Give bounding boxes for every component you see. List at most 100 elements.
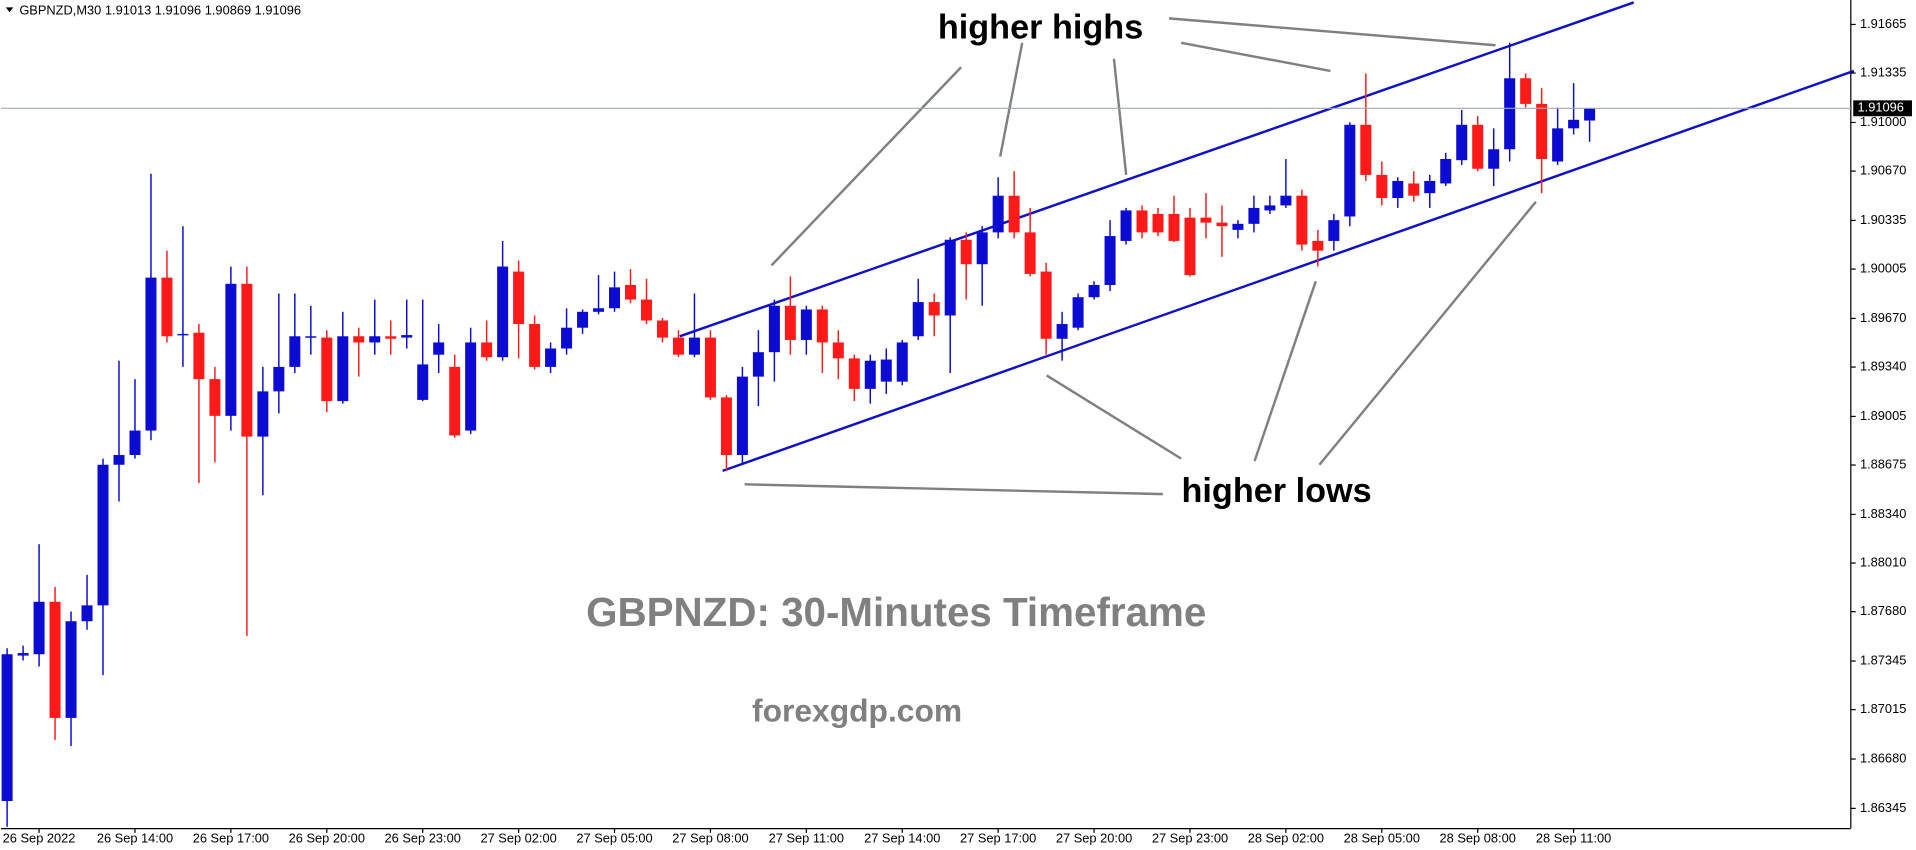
candle-body: [1168, 213, 1180, 241]
candle-body: [640, 299, 652, 321]
candle-body: [1072, 297, 1084, 328]
x-tick-label: 27 Sep 02:00: [480, 830, 556, 845]
chart-header: GBPNZD,M30 1.91013 1.91096 1.90869 1.910…: [19, 2, 301, 17]
candle-body: [832, 342, 844, 359]
candle-body: [1008, 195, 1020, 233]
upper-channel-line: [679, 1, 1635, 338]
candle-body: [784, 305, 796, 340]
y-tick-label: 1.88340: [1860, 506, 1906, 521]
chart-title: GBPNZD: 30-Minutes Timeframe: [586, 589, 1206, 635]
annotation: higher lows: [1181, 472, 1371, 510]
candle-body: [609, 287, 621, 309]
candle-body: [1056, 324, 1068, 339]
candle-body: [896, 342, 908, 382]
candle-body: [417, 364, 429, 400]
candle-body: [1024, 232, 1036, 274]
candle-body: [209, 379, 221, 416]
candle-body: [1088, 284, 1100, 298]
candle-body: [305, 336, 317, 338]
candle-body: [321, 337, 333, 402]
candle-body: [545, 348, 557, 367]
x-tick-label: 27 Sep 20:00: [1056, 830, 1132, 845]
candle-body: [465, 342, 477, 431]
candle-body: [353, 336, 365, 343]
candle-body: [1264, 205, 1276, 211]
header-icon: [5, 7, 14, 13]
x-tick-label: 26 Sep 20:00: [289, 830, 365, 845]
x-tick-label: 27 Sep 14:00: [864, 830, 940, 845]
candle-body: [593, 308, 605, 312]
candle-body: [720, 397, 732, 456]
candle-body: [1120, 210, 1132, 241]
x-tick-label: 28 Sep 08:00: [1440, 830, 1516, 845]
candle-body: [177, 333, 189, 336]
candle-body: [736, 376, 748, 456]
candle-body: [1360, 124, 1372, 175]
y-tick-label: 1.88010: [1860, 554, 1906, 569]
candle-body: [1392, 180, 1404, 199]
pointer: [1180, 41, 1331, 73]
pointer: [1112, 58, 1128, 176]
y-tick-label: 1.89005: [1860, 408, 1906, 423]
candle-body: [497, 266, 509, 358]
candle-body: [401, 335, 413, 338]
candle-body: [577, 311, 589, 328]
y-tick-label: 1.87345: [1860, 652, 1906, 667]
candle-body: [529, 324, 541, 367]
candle-body: [1584, 108, 1596, 121]
candle-body: [1504, 78, 1516, 150]
candle-body: [672, 337, 684, 355]
candle-body: [944, 239, 956, 316]
candles: [1, 42, 1596, 827]
y-tick-label: 1.91665: [1860, 16, 1906, 31]
pointer: [770, 66, 962, 267]
candle-body: [145, 277, 157, 431]
candle-body: [1248, 207, 1260, 224]
candle-body: [337, 336, 349, 402]
annotation-pointers: [744, 17, 1537, 496]
pointer: [998, 42, 1024, 157]
candle-body: [1456, 124, 1468, 161]
candle-body: [816, 309, 828, 343]
pointer: [1318, 201, 1537, 466]
candle-body: [768, 305, 780, 353]
pointer: [1046, 374, 1182, 460]
candle-body: [97, 464, 109, 606]
candle-body: [1232, 223, 1244, 230]
candle-body: [1536, 103, 1548, 159]
x-tick-label: 26 Sep 23:00: [385, 830, 461, 845]
candle-body: [1, 654, 13, 802]
candle-body: [1344, 124, 1356, 217]
candle-body: [1424, 180, 1436, 194]
candle-body: [1200, 217, 1212, 223]
candle-body: [1552, 128, 1564, 162]
candle-body: [1408, 183, 1420, 196]
lower-channel-line: [722, 69, 1855, 473]
y-tick-label: 1.86680: [1860, 750, 1906, 765]
y-tick-label: 1.89670: [1860, 310, 1906, 325]
candle-body: [513, 271, 525, 325]
candle-body: [1280, 195, 1292, 206]
candle-body: [1104, 236, 1116, 285]
candle-body: [864, 360, 876, 389]
candle-body: [241, 283, 253, 437]
candle-body: [1568, 119, 1580, 129]
candle-body: [1472, 124, 1484, 169]
x-tick-label: 28 Sep 11:00: [1536, 830, 1611, 845]
candle-body: [449, 366, 461, 436]
y-tick-label: 1.89340: [1860, 358, 1906, 373]
candle-body: [1216, 222, 1228, 227]
x-tick-label: 26 Sep 17:00: [193, 830, 269, 845]
candle-body: [800, 309, 812, 340]
x-tick-label: 26 Sep 2022: [3, 830, 76, 845]
candle-body: [17, 653, 29, 656]
y-tick-label: 1.90335: [1860, 212, 1906, 227]
candle-body: [1184, 217, 1196, 276]
candle-body: [1440, 158, 1452, 184]
candle-body: [880, 359, 892, 382]
candle-body: [848, 358, 860, 389]
candle-body: [976, 232, 988, 265]
x-tick-label: 26 Sep 14:00: [97, 830, 173, 845]
candle-body: [273, 366, 285, 392]
